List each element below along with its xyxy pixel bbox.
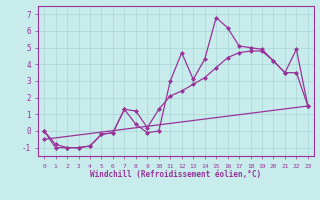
X-axis label: Windchill (Refroidissement éolien,°C): Windchill (Refroidissement éolien,°C) bbox=[91, 170, 261, 179]
